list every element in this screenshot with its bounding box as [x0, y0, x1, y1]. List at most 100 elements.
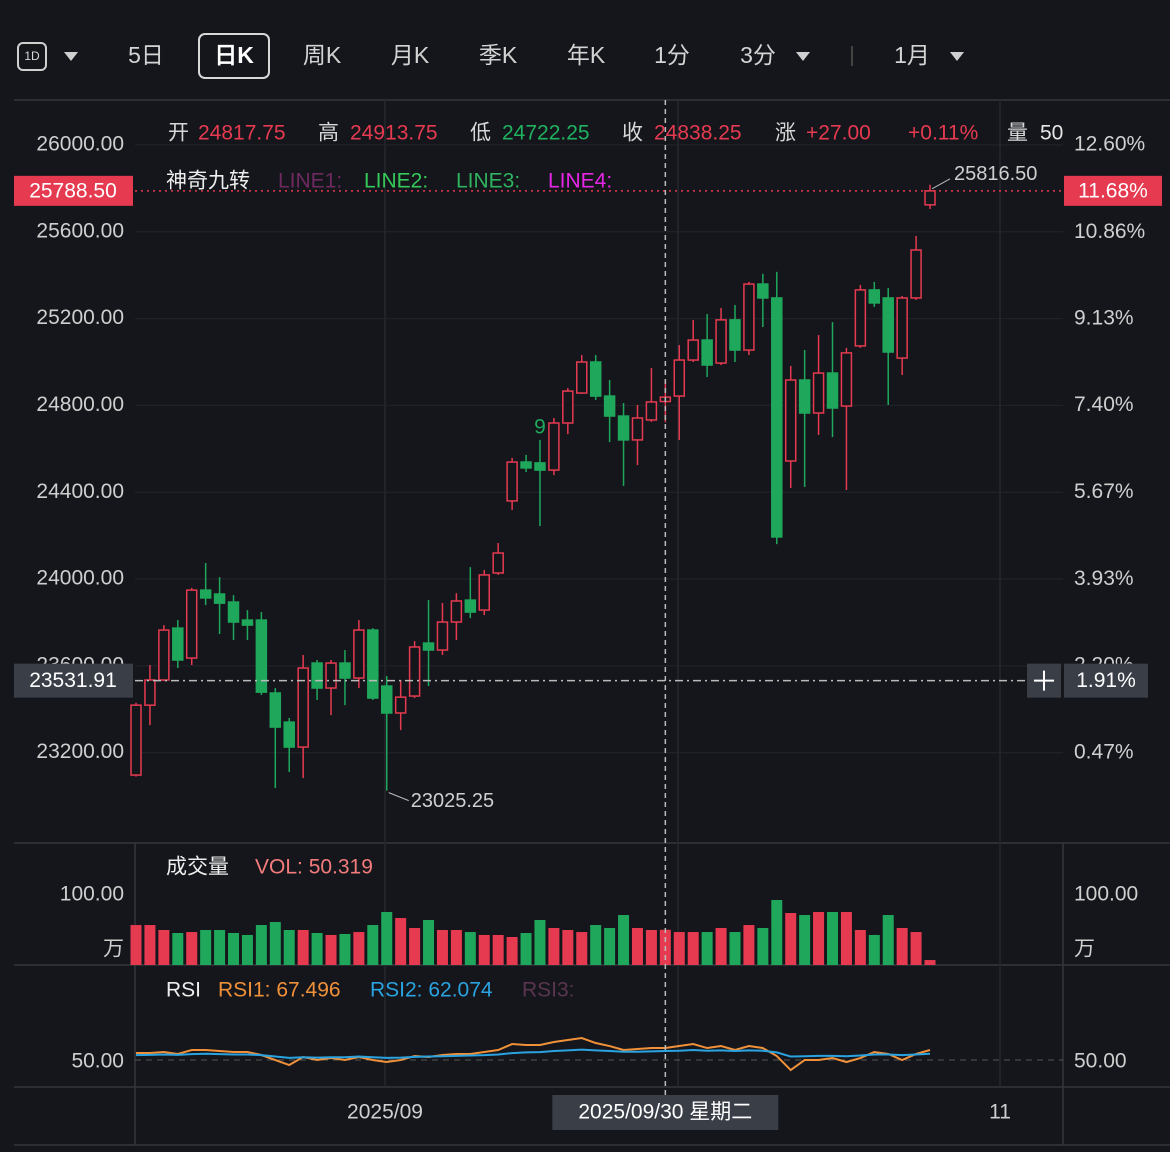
candle-body [353, 629, 365, 679]
candle-body [645, 401, 658, 421]
y2-tick-label: 0.47% [1074, 740, 1134, 763]
price-tag [14, 175, 133, 206]
volume-bar [854, 930, 866, 965]
y2-tick-label: 100.00 [1074, 883, 1138, 906]
volume-bar [409, 927, 421, 965]
volume-bar [269, 922, 281, 965]
volume-bar [827, 912, 838, 965]
y-tick-label: 25200.00 [36, 306, 124, 329]
volume-bar [353, 932, 365, 965]
volume-bar [381, 912, 393, 965]
signal-label: 9 [534, 415, 546, 438]
volume-bar [771, 899, 783, 965]
candle-body [130, 704, 142, 776]
dropdown-arrow[interactable] [950, 52, 964, 61]
candle-body [840, 352, 853, 407]
toolbar-item[interactable]: 1月 [894, 42, 930, 68]
volume-bar [548, 927, 560, 965]
y2-tick-label: 3.93% [1074, 567, 1134, 590]
volume-bar [910, 932, 922, 965]
header-value: 24722.25 [502, 122, 590, 145]
header-value: +0.11% [908, 122, 978, 145]
toolbar-item[interactable]: 季K [479, 42, 518, 68]
indicator-legend: LINE2: [364, 170, 428, 193]
header-label: 量 [1007, 122, 1028, 145]
toolbar-item[interactable]: 月K [391, 42, 430, 68]
candle-body [269, 692, 282, 728]
volume-bar [186, 932, 198, 965]
toolbar-item[interactable]: 日K [214, 42, 254, 68]
candle-body [868, 289, 881, 304]
volume-bar [562, 930, 574, 965]
leader-line [931, 178, 951, 190]
crosshair-tag [1064, 663, 1148, 698]
volume-bar [464, 932, 476, 965]
candle-body [241, 619, 254, 626]
volume-bar [339, 933, 351, 965]
dropdown-arrow[interactable] [64, 52, 78, 61]
x-tick-label: 2025/09 [347, 1101, 423, 1124]
volume-bar [325, 934, 337, 965]
candle-body [367, 629, 379, 699]
volume-bar [896, 927, 908, 965]
header-value: 24913.75 [350, 122, 438, 145]
volume-bar [729, 932, 741, 965]
add-icon [1034, 670, 1054, 691]
period-icon-label[interactable]: 1D [24, 49, 40, 63]
dropdown-arrow[interactable] [796, 52, 810, 61]
y-tick-label: 24000.00 [36, 567, 124, 590]
volume-bar [799, 915, 811, 965]
volume-bar [576, 932, 588, 965]
legend: VOL: 50.319 [255, 856, 373, 879]
candle-body [673, 359, 686, 397]
candle-body [492, 552, 504, 574]
volume-bar [228, 933, 240, 965]
candle-body [158, 629, 170, 681]
crosshair-date: 2025/09/30 星期二 [578, 1101, 752, 1124]
toolbar-item[interactable]: 5日 [128, 42, 164, 68]
unit-label: 万 [103, 938, 124, 961]
period-icon[interactable] [17, 42, 47, 71]
y2-tick-label: 9.13% [1074, 306, 1134, 329]
toolbar-item[interactable]: 年K [567, 42, 606, 68]
candle-body [311, 662, 323, 689]
candle-body [227, 601, 240, 623]
volume-bar [534, 919, 546, 965]
toolbar-item[interactable]: 1分 [654, 42, 690, 68]
toolbar-item[interactable]: 周K [303, 42, 342, 68]
y-tick-label: 100.00 [60, 883, 124, 906]
crosshair-label: 23531.91 [29, 669, 117, 692]
indicator-title: 神奇九转 [166, 170, 250, 193]
candle-body [506, 461, 518, 502]
volume-bar [882, 915, 894, 965]
max-label: 25816.50 [954, 163, 1037, 185]
price-tag [1064, 175, 1162, 206]
volume-bar [701, 932, 713, 965]
volume-bar [743, 925, 755, 965]
candle-body [882, 297, 894, 353]
date-tag [552, 1095, 779, 1130]
candle-body [784, 379, 797, 462]
candle-body [576, 361, 588, 394]
header-label: 低 [470, 122, 491, 145]
volume-bar [395, 918, 407, 965]
y-tick-label: 25600.00 [36, 219, 124, 242]
candle-body [325, 662, 337, 689]
toolbar: 1D 5日 日K 周K 月K 季K 年K 1分 3分 1月 [17, 33, 964, 79]
candle-body [436, 621, 449, 651]
candle-body [617, 415, 630, 441]
candle-body [283, 721, 295, 748]
y-tick-label: 24800.00 [36, 393, 124, 416]
volume-bar [785, 912, 797, 965]
toolbar-item[interactable]: 3分 [740, 42, 776, 68]
volume-bar [604, 927, 616, 965]
volume-bar [367, 925, 379, 965]
candle-body [562, 390, 574, 424]
candle-body [422, 642, 435, 651]
candle-body [478, 574, 490, 611]
candle-body [854, 289, 867, 347]
candle-body [534, 462, 546, 471]
volume-bar [158, 930, 170, 965]
header-value: +27.00 [806, 122, 871, 145]
header-label: 高 [318, 122, 339, 145]
